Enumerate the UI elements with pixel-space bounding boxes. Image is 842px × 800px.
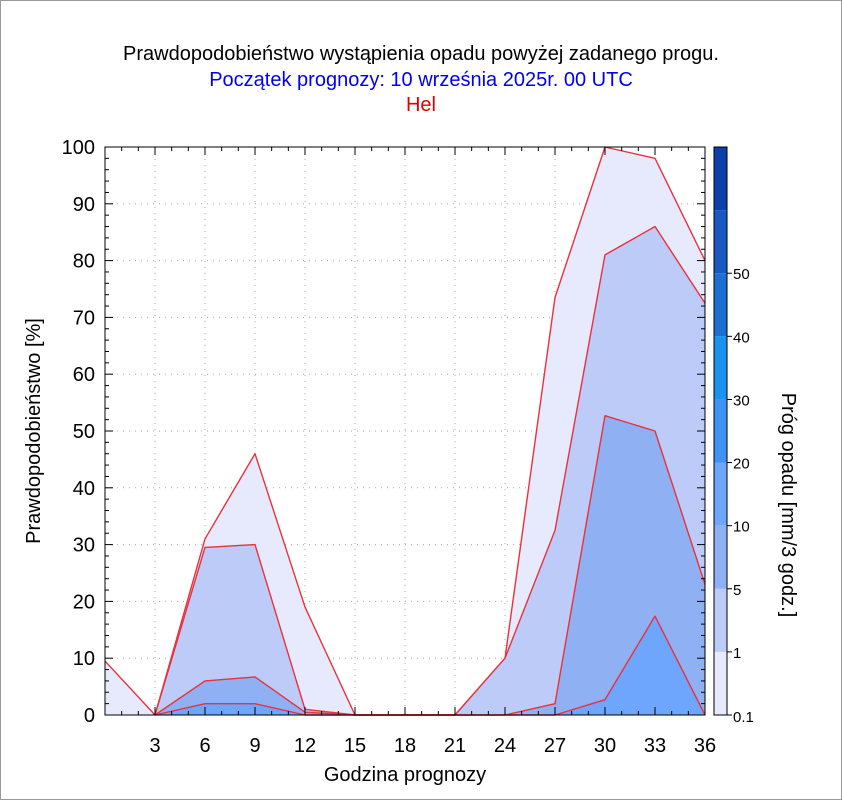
x-tick-label: 33: [644, 735, 666, 757]
y-tick-label: 20: [73, 591, 95, 613]
colorbar-tick-label: 10: [733, 519, 750, 536]
colorbar-segment: [714, 462, 727, 526]
x-tick-label: 3: [149, 735, 160, 757]
x-axis-label: Godzina prognozy: [324, 764, 486, 786]
x-tick-label: 27: [544, 735, 566, 757]
colorbar-tick-label: 30: [733, 392, 750, 409]
y-tick-label: 0: [84, 705, 95, 727]
colorbar-segment: [714, 273, 727, 337]
y-tick-label: 10: [73, 648, 95, 670]
colorbar-segment: [714, 525, 727, 589]
chart-subtitle: Początek prognozy: 10 września 2025r. 00…: [209, 69, 633, 91]
x-tick-label: 15: [344, 735, 366, 757]
colorbar-segment: [714, 588, 727, 652]
colorbar-segment: [714, 399, 727, 463]
y-tick-label: 50: [73, 421, 95, 443]
x-tick-label: 9: [249, 735, 260, 757]
x-tick-label: 12: [294, 735, 316, 757]
colorbar-label: Próg opadu [mm/3 godz.]: [777, 393, 799, 618]
y-tick-label: 100: [62, 137, 95, 159]
colorbar-tick-label: 20: [733, 456, 750, 473]
colorbar-frame: [713, 146, 728, 716]
chart-location: Hel: [405, 94, 436, 116]
x-tick-label: 30: [594, 735, 616, 757]
colorbar-segment: [714, 147, 727, 211]
colorbar-tick-label: 50: [733, 266, 750, 283]
colorbar: 0.1 1 5 10 20 30 40 50: [713, 146, 754, 726]
colorbar-tick-label: 40: [733, 329, 750, 346]
y-axis-label: Prawdopodobieństwo [%]: [23, 318, 45, 544]
area-threshold-1: [155, 226, 705, 715]
chart-title: Prawdopodobieństwo wystąpienia opadu pow…: [123, 43, 719, 65]
x-tick-label: 18: [394, 735, 416, 757]
y-tick-label: 90: [73, 194, 95, 216]
y-tick-label: 30: [73, 535, 95, 557]
area-threshold-5: [155, 415, 705, 715]
y-tick-label: 80: [73, 251, 95, 273]
y-tick-label: 40: [73, 478, 95, 500]
colorbar-tick-label: 5: [733, 582, 741, 599]
colorbar-segment: [714, 210, 727, 274]
colorbar-tick-label: 0.1: [733, 709, 754, 726]
x-tick-label: 21: [444, 735, 466, 757]
colorbar-tick-label: 1: [733, 645, 741, 662]
area-threshold-10: [155, 616, 705, 715]
colorbar-segment: [714, 651, 727, 715]
colorbar-segment: [714, 336, 727, 400]
y-tick-label: 70: [73, 307, 95, 329]
axes: 3 6 9 12 15 18 21 24 27 30 33 360102030405060708090…: [62, 137, 717, 757]
x-tick-label: 24: [494, 735, 516, 757]
x-tick-label: 6: [199, 735, 210, 757]
x-tick-label: 36: [694, 735, 716, 757]
y-tick-label: 60: [73, 364, 95, 386]
